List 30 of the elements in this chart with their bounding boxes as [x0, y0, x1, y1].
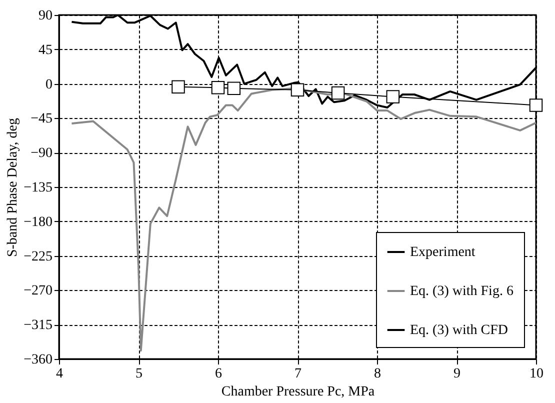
x-tick-label: 7 [294, 366, 302, 382]
x-tick-label: 6 [215, 366, 222, 382]
x-tick-label: 8 [374, 366, 381, 382]
y-tick-label: −135 [24, 180, 52, 196]
point [172, 80, 185, 94]
point [211, 81, 225, 94]
point [386, 90, 400, 104]
x-tick-label: 5 [136, 366, 142, 382]
x-tick-label: 10 [530, 366, 544, 382]
y-tick-label: −90 [30, 146, 52, 162]
legend-label: Eq. (3) with Fig. 6 [410, 284, 514, 299]
y-tick-label: −270 [24, 284, 52, 299]
point [331, 86, 345, 100]
y-tick-label: 0 [46, 77, 52, 92]
point [290, 83, 304, 97]
y-tick-label: −360 [24, 352, 52, 368]
y-tick-label: −225 [24, 249, 52, 264]
point [529, 98, 543, 112]
x-tick-label: 4 [56, 366, 63, 382]
y-tick-label: 90 [38, 8, 52, 24]
y-tick-label: −315 [24, 318, 52, 334]
y-axis-title: S-band Phase Delay, deg [6, 118, 21, 258]
y-tick-label: 45 [38, 42, 52, 58]
y-tick-label: −180 [24, 214, 52, 230]
legend-label: Experiment [410, 245, 476, 260]
legend-label: Eq. (3) with CFD [410, 323, 508, 338]
x-tick-label: 9 [454, 366, 460, 382]
point [227, 82, 241, 96]
y-tick-label: −45 [30, 112, 52, 127]
x-axis-title: Chamber Pressure Pc, MPa [221, 384, 376, 400]
